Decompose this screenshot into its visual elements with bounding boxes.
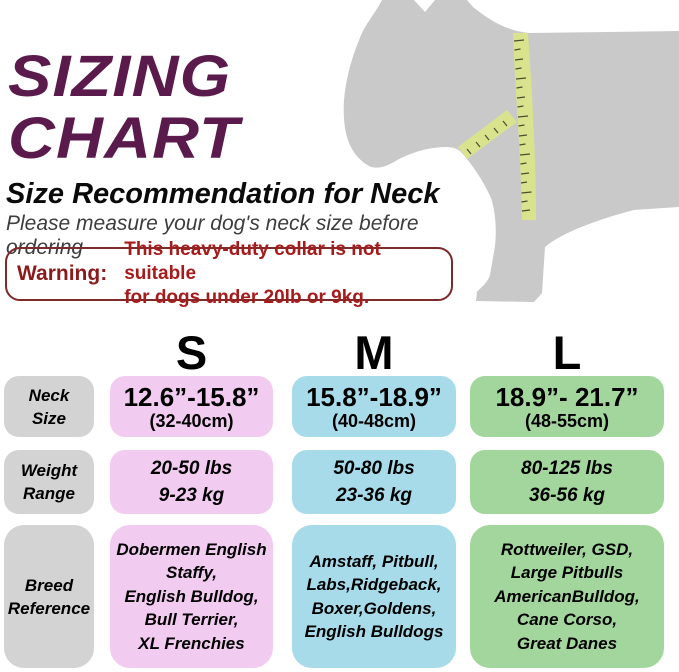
dog-with-measuring-tape-graphic (343, 0, 679, 302)
row-label-weight-range: Weight Range (4, 450, 94, 514)
tape-tick-marks (466, 39, 532, 212)
cell-breed-reference-l: Rottweiler, GSD, Large Pitbulls American… (470, 525, 664, 668)
cell-weight-range-m: 50-80 lbs 23-36 kg (292, 450, 456, 514)
cell-neck-size-m: 15.8”-18.9” (40-48cm) (292, 376, 456, 437)
neck-size-l-cm: (48-55cm) (524, 410, 610, 431)
cell-neck-size-l: 18.9”- 21.7” (48-55cm) (470, 376, 664, 437)
warning-box: Warning: This heavy-duty collar is not s… (5, 239, 453, 308)
cell-neck-size-s: 12.6”-15.8” (32-40cm) (110, 376, 273, 437)
warning-text: This heavy-duty collar is not suitable f… (124, 239, 381, 308)
cell-weight-range-l: 80-125 lbs 36-56 kg (470, 450, 664, 514)
page-title: SIZING CHART (8, 44, 240, 171)
size-header-m: M (354, 326, 394, 379)
row-label-breed-reference: Breed Reference (4, 525, 94, 668)
size-header-s: S (175, 326, 208, 379)
subtitle: Size Recommendation for Neck (6, 178, 440, 210)
warning-label: Warning: (17, 262, 108, 285)
dog-silhouette-icon (343, 0, 679, 302)
neck-size-m-inches: 15.8”-18.9” (306, 381, 442, 412)
row-label-neck-size: Neck Size (4, 376, 94, 437)
measuring-tape-icon (513, 33, 536, 220)
neck-size-l-inches: 18.9”- 21.7” (495, 381, 639, 412)
neck-size-s-cm: (32-40cm) (149, 410, 234, 431)
cell-breed-reference-m: Amstaff, Pitbull, Labs,Ridgeback, Boxer,… (292, 525, 456, 668)
size-header-l: L (552, 326, 582, 379)
cell-weight-range-s: 20-50 lbs 9-23 kg (110, 450, 273, 514)
neck-size-m-cm: (40-48cm) (331, 410, 417, 431)
measure-note: Please measure your dog's neck size befo… (6, 212, 419, 259)
neck-size-s-inches: 12.6”-15.8” (123, 381, 260, 412)
measuring-tape-branch-icon (458, 110, 517, 159)
cell-breed-reference-s: Dobermen English Staffy, English Bulldog… (110, 525, 273, 668)
